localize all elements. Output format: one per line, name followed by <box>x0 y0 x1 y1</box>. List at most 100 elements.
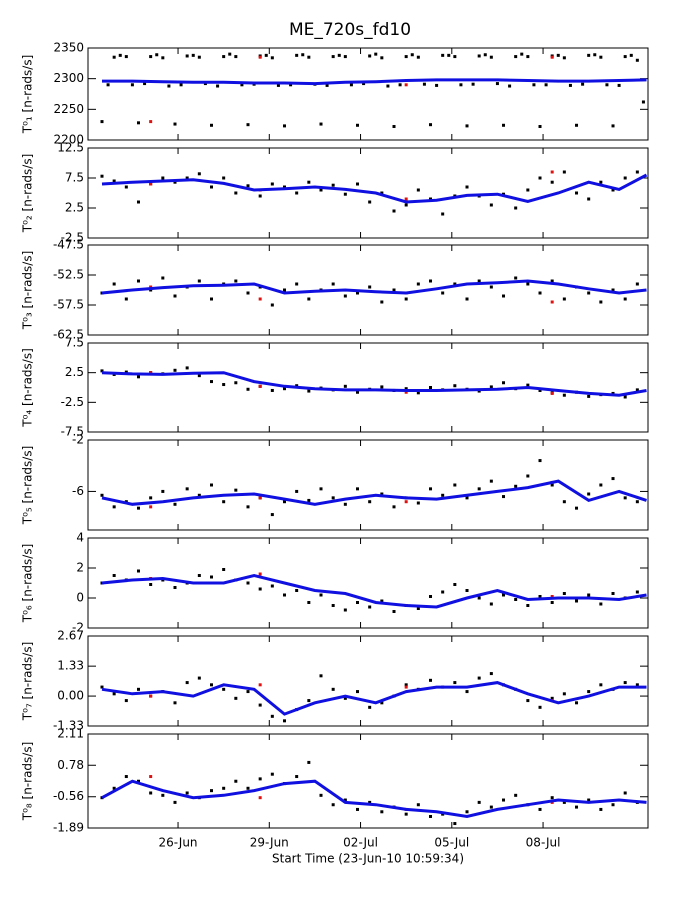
data-point <box>404 203 408 207</box>
data-point <box>429 197 433 201</box>
plot-frame <box>87 147 649 239</box>
data-point <box>404 812 408 816</box>
y-axis-label: T⁰₂ [n-rads/s] <box>21 154 35 234</box>
data-point <box>380 810 384 814</box>
data-point <box>197 493 201 497</box>
data-point <box>380 701 384 705</box>
data-point <box>167 84 171 88</box>
data-point <box>173 701 177 705</box>
data-point <box>465 690 469 694</box>
plot-area <box>100 672 647 723</box>
data-point <box>502 381 506 385</box>
data-point <box>149 182 153 186</box>
data-point <box>234 279 238 283</box>
data-point <box>100 291 104 295</box>
data-point <box>587 53 591 57</box>
data-point <box>295 589 299 592</box>
data-point <box>508 84 512 88</box>
data-point <box>465 496 469 500</box>
data-point <box>441 291 445 295</box>
data-point <box>209 683 213 687</box>
data-point <box>173 180 177 184</box>
data-point <box>149 120 153 124</box>
data-point <box>264 53 268 57</box>
data-point <box>562 170 566 174</box>
data-point <box>356 487 360 491</box>
data-point <box>502 593 506 597</box>
data-point <box>562 500 566 504</box>
data-point <box>161 176 165 180</box>
data-point <box>343 192 347 196</box>
data-point <box>356 182 360 186</box>
data-point <box>599 483 603 487</box>
data-point <box>246 291 250 295</box>
data-point <box>556 53 560 57</box>
trend-line <box>101 173 648 204</box>
data-point <box>270 772 274 776</box>
data-point <box>136 569 140 573</box>
data-point <box>477 54 481 58</box>
data-point <box>173 368 177 372</box>
data-point <box>416 282 420 286</box>
data-point <box>246 184 250 188</box>
data-point <box>197 676 201 680</box>
data-point <box>392 125 396 129</box>
data-point <box>538 807 542 811</box>
data-point <box>149 371 153 375</box>
data-point <box>270 56 274 60</box>
data-point <box>222 55 226 59</box>
y-tick-label: 2.67 <box>57 629 84 643</box>
data-point <box>453 681 457 685</box>
y-tick-label: -2.5 <box>61 231 84 245</box>
y-tick-label: 2250 <box>53 102 84 116</box>
data-point <box>489 805 493 809</box>
y-tick-label: -6 <box>72 484 84 498</box>
data-point <box>295 489 299 493</box>
data-point <box>368 54 372 58</box>
plot-frame <box>87 439 649 531</box>
data-point <box>380 492 384 496</box>
data-point <box>112 505 116 509</box>
data-point <box>325 83 329 87</box>
data-point <box>416 803 420 807</box>
x-tick-label: 29-Jun <box>250 836 289 850</box>
data-point <box>356 123 360 127</box>
data-point <box>575 805 579 809</box>
data-point <box>575 191 579 195</box>
data-point <box>489 672 493 676</box>
data-point <box>149 496 153 500</box>
data-point <box>161 793 165 797</box>
data-point <box>222 568 226 571</box>
data-point <box>429 279 433 283</box>
data-point <box>404 55 408 59</box>
data-point <box>623 297 627 301</box>
data-point <box>343 798 347 802</box>
data-point <box>502 798 506 802</box>
data-point <box>641 100 645 104</box>
y-axis-label: T⁰₄ [n-rads/s] <box>21 348 35 428</box>
data-point <box>209 789 213 793</box>
data-point <box>453 583 457 586</box>
data-point <box>283 387 287 391</box>
y-axis-label: T⁰₅ [n-rads/s] <box>21 446 35 526</box>
data-point <box>489 55 493 59</box>
y-tick-label: 2300 <box>53 71 84 85</box>
data-point <box>149 791 153 795</box>
data-point <box>392 288 396 292</box>
data-point <box>106 83 110 87</box>
data-point <box>356 690 360 694</box>
data-point <box>270 714 274 718</box>
data-point <box>289 83 293 87</box>
data-point <box>246 690 250 694</box>
trend-line <box>101 371 647 397</box>
data-point <box>356 601 360 604</box>
data-point <box>538 459 542 463</box>
data-point <box>635 282 639 286</box>
data-point <box>343 608 347 612</box>
data-point <box>453 55 457 59</box>
data-point <box>404 683 408 687</box>
data-point <box>502 294 506 298</box>
data-point <box>209 380 213 384</box>
plot-frame <box>87 47 649 141</box>
y-tick-label: 1.33 <box>57 659 84 673</box>
